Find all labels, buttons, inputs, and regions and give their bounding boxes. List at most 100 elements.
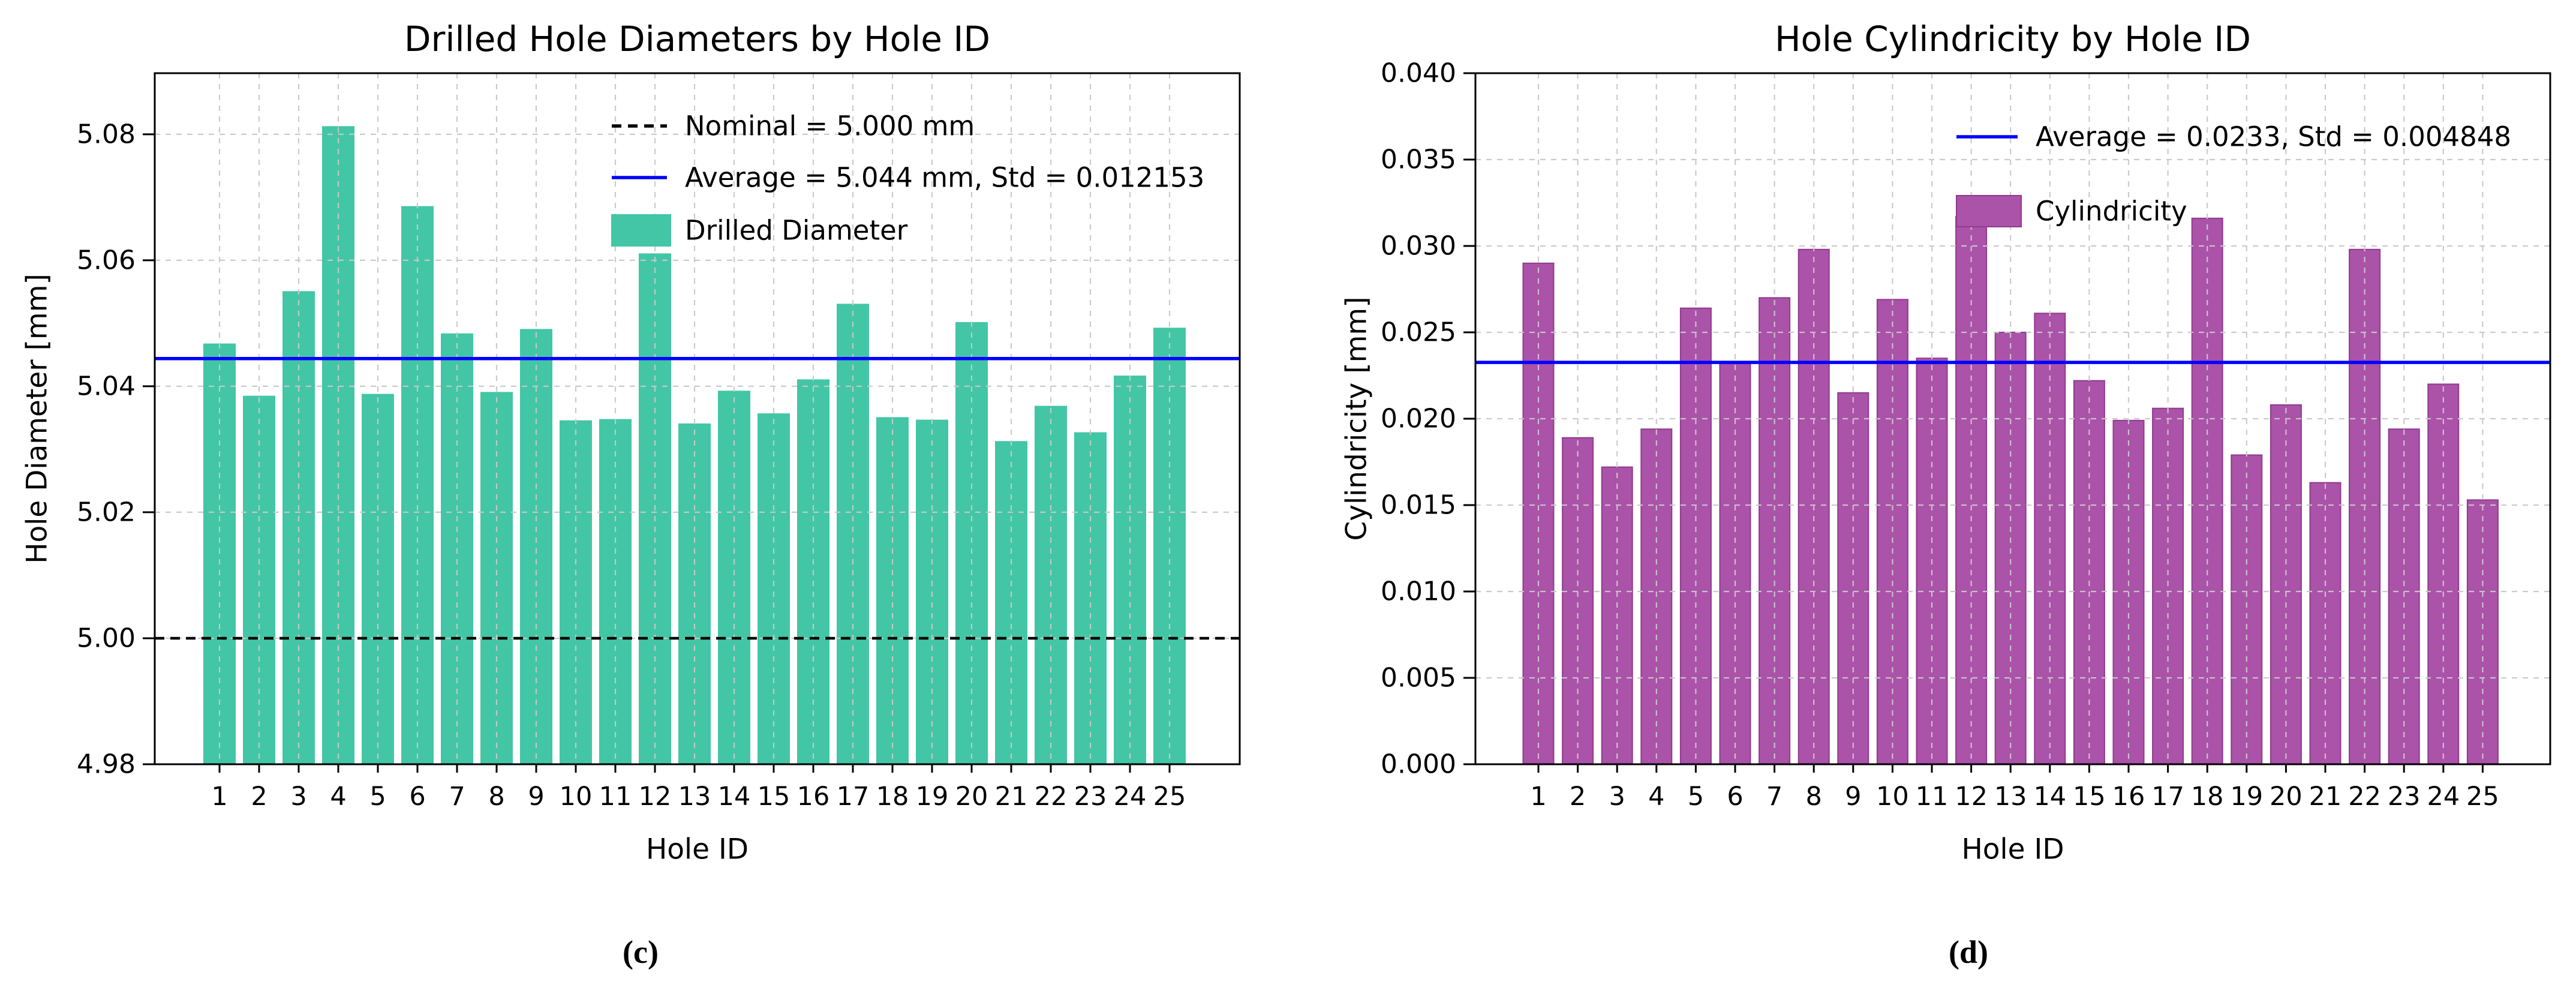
bar-hole-2 bbox=[1562, 437, 1594, 765]
x-tick-label: 20 bbox=[2270, 782, 2303, 812]
x-tick-label: 14 bbox=[718, 782, 751, 812]
x-tick-label: 18 bbox=[2191, 782, 2224, 812]
legend-swatch bbox=[1956, 195, 2022, 227]
chart-title: Hole Cylindricity by Hole ID bbox=[1775, 19, 2251, 59]
y-tick-label: 0.030 bbox=[1381, 231, 1456, 262]
bar-hole-17 bbox=[2152, 407, 2184, 765]
x-tick-label: 7 bbox=[1766, 782, 1783, 812]
y-tick-label: 5.00 bbox=[77, 623, 136, 654]
x-tick-label: 19 bbox=[916, 782, 949, 812]
y-tick-label: 0.040 bbox=[1381, 58, 1456, 89]
x-tick-label: 4 bbox=[1648, 782, 1664, 812]
x-tick-label: 22 bbox=[2348, 782, 2381, 812]
x-tick-label: 5 bbox=[1688, 782, 1704, 812]
x-tick-label: 25 bbox=[2466, 782, 2499, 812]
legend-entry-nominal: Nominal = 5.000 mm bbox=[612, 110, 975, 142]
x-tick-label: 22 bbox=[1035, 782, 1068, 812]
x-tick-label: 16 bbox=[2112, 782, 2145, 812]
x-tick-label: 11 bbox=[599, 782, 632, 812]
legend-entry-series: Drilled Diameter bbox=[611, 214, 908, 247]
y-tick-label: 0.015 bbox=[1381, 490, 1456, 521]
y-tick-label: 0.000 bbox=[1381, 749, 1456, 780]
legend-swatch bbox=[611, 214, 671, 247]
y-tick-label: 5.02 bbox=[77, 497, 136, 527]
caption-left: (c) bbox=[623, 934, 659, 970]
y-tick-label: 5.08 bbox=[77, 119, 136, 149]
x-tick-label: 6 bbox=[409, 782, 425, 812]
y-tick-label: 0.005 bbox=[1381, 663, 1456, 693]
legend: Nominal = 5.000 mm Average = 5.044 mm, St… bbox=[611, 110, 1204, 247]
y-tick-label: 0.020 bbox=[1381, 404, 1456, 434]
x-tick-label: 10 bbox=[560, 782, 593, 812]
bar-hole-9 bbox=[1837, 392, 1869, 765]
bars-series bbox=[203, 126, 1186, 765]
legend: Average = 0.0233, Std = 0.004848 Cylindri… bbox=[1956, 121, 2511, 227]
y-axis-ticks: 4.98 5.00 5.02 5.04 5.06 5.08 bbox=[77, 119, 155, 780]
x-axis-label: Hole ID bbox=[646, 833, 749, 866]
legend-label: Nominal = 5.000 mm bbox=[685, 110, 975, 142]
legend-label: Cylindricity bbox=[2036, 196, 2187, 227]
x-tick-label: 19 bbox=[2230, 782, 2263, 812]
x-tick-label: 13 bbox=[1994, 782, 2027, 812]
bar-hole-18 bbox=[2191, 217, 2223, 765]
legend-entry-average: Average = 0.0233, Std = 0.004848 bbox=[1956, 121, 2511, 153]
x-tick-label: 1 bbox=[1530, 782, 1546, 812]
x-tick-label: 13 bbox=[678, 782, 711, 812]
x-axis-ticks: 1 2 3 4 5 6 7 8 9 10 11 12 13 14 15 16 17 18 19 20 21 22 23 24 2… bbox=[211, 764, 1186, 812]
left-chart: 4.985.005.025.045.065.081 2 3 4 5 6 7 8 9 10 11 12 1… bbox=[21, 19, 1241, 866]
x-tick-label: 24 bbox=[2427, 782, 2460, 812]
y-tick-label: 0.010 bbox=[1381, 576, 1456, 607]
legend-entry-average: Average = 5.044 mm, Std = 0.012153 bbox=[612, 162, 1204, 194]
x-axis-label: Hole ID bbox=[1961, 833, 2064, 866]
x-tick-label: 23 bbox=[1074, 782, 1107, 812]
x-tick-label: 2 bbox=[1570, 782, 1586, 812]
x-tick-label: 12 bbox=[639, 782, 672, 812]
bar-hole-1 bbox=[203, 343, 236, 765]
x-tick-label: 2 bbox=[251, 782, 267, 812]
legend-label: Drilled Diameter bbox=[685, 215, 908, 247]
x-tick-label: 14 bbox=[2033, 782, 2066, 812]
x-tick-label: 5 bbox=[369, 782, 386, 812]
x-tick-label: 24 bbox=[1114, 782, 1147, 812]
x-tick-label: 15 bbox=[2073, 782, 2106, 812]
y-tick-label: 5.04 bbox=[77, 371, 136, 401]
gridlines bbox=[155, 73, 1240, 764]
bar-hole-25 bbox=[1153, 328, 1186, 765]
bar-hole-5 bbox=[1679, 307, 1712, 765]
gridlines bbox=[1475, 73, 2550, 764]
chart-title: Drilled Hole Diameters by Hole ID bbox=[404, 19, 990, 59]
right-chart: 0.000 0.005 0.010 0.015 0.020 0.025 0.030 0.035… bbox=[1340, 19, 2551, 866]
x-tick-label: 12 bbox=[1955, 782, 1988, 812]
x-tick-label: 9 bbox=[528, 782, 544, 812]
y-axis-label: Cylindricity [mm] bbox=[1340, 296, 1373, 540]
bar-hole-17 bbox=[837, 304, 869, 765]
x-tick-label: 20 bbox=[955, 782, 988, 812]
x-tick-label: 21 bbox=[995, 782, 1028, 812]
x-tick-label: 16 bbox=[797, 782, 830, 812]
x-tick-label: 4 bbox=[330, 782, 346, 812]
y-tick-label: 0.025 bbox=[1381, 317, 1456, 348]
y-tick-label: 0.035 bbox=[1381, 145, 1456, 175]
x-tick-label: 11 bbox=[1916, 782, 1949, 812]
x-tick-label: 3 bbox=[290, 782, 306, 812]
bar-hole-19 bbox=[2231, 454, 2263, 765]
x-tick-label: 18 bbox=[876, 782, 909, 812]
x-tick-label: 10 bbox=[1876, 782, 1909, 812]
x-tick-label: 17 bbox=[837, 782, 870, 812]
y-tick-label: 5.06 bbox=[77, 245, 136, 275]
bar-hole-14 bbox=[718, 391, 750, 765]
x-tick-label: 15 bbox=[758, 782, 790, 812]
legend-label: Average = 0.0233, Std = 0.004848 bbox=[2036, 121, 2511, 153]
y-axis-label: Hole Diameter [mm] bbox=[21, 274, 54, 564]
x-tick-label: 7 bbox=[449, 782, 465, 812]
x-axis-ticks: 1 2 3 4 5 6 7 8 9 10 11 12 13 14 15 16 17 18 19 20 21 22 23 24 2… bbox=[1530, 764, 2499, 812]
x-tick-label: 17 bbox=[2151, 782, 2184, 812]
x-tick-label: 8 bbox=[488, 782, 504, 812]
caption-right: (d) bbox=[1949, 934, 1988, 970]
bar-hole-8 bbox=[480, 392, 513, 765]
x-tick-label: 21 bbox=[2309, 782, 2342, 812]
x-tick-label: 23 bbox=[2388, 782, 2421, 812]
y-axis-ticks: 0.000 0.005 0.010 0.015 0.020 0.025 0.030 0.035… bbox=[1381, 58, 1475, 780]
x-tick-label: 1 bbox=[211, 782, 227, 812]
